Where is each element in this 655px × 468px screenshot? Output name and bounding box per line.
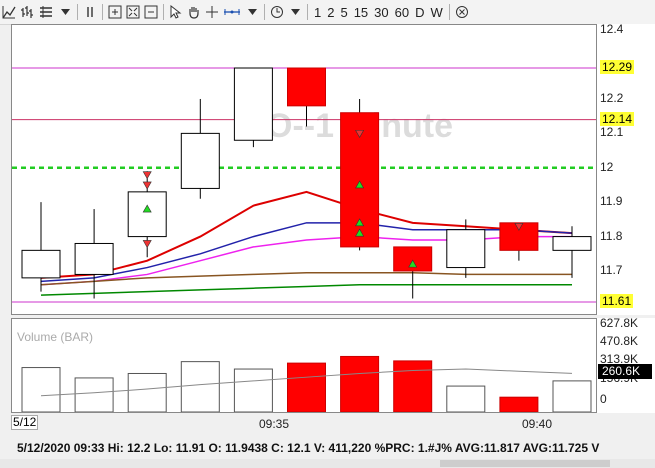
cursor-icon[interactable] [167,2,185,22]
volume-axis-label: 313.9K [600,352,639,366]
sell-signal-marker [142,181,152,190]
time-label: 09:35 [259,417,290,431]
pause-icon[interactable] [81,2,99,22]
volume-bar-up [74,377,114,413]
volume-current-badge: 260.6K [598,364,652,379]
zoom-in-icon[interactable] [106,2,124,22]
volume-axis-label: 627.8K [600,316,639,330]
chevron-down-icon[interactable] [286,2,304,22]
price-axis-label: 11.7 [600,262,623,277]
price-chart-svg[interactable]: IKO--1 Minute [12,25,596,314]
date-label: 5/12 [11,415,39,430]
price-axis-label: 12.29 [600,60,635,74]
clock-icon[interactable] [268,2,286,22]
interval-30[interactable]: 30 [374,4,389,20]
price-axis[interactable]: 12.4 12.29 12.2 12.14 12.1 12 11.9 11.8 11.7 11.6… [597,22,655,315]
volume-bar-up [21,367,61,413]
sell-signal-marker [142,171,152,180]
volume-average-line [40,368,573,397]
volume-bar-up [127,372,167,413]
volume-bar-up [552,380,592,413]
volume-bar-down [499,396,539,413]
line-chart-icon[interactable] [0,2,18,22]
crosshair-icon[interactable] [203,2,221,22]
volume-axis-label: 470.8K [600,334,639,348]
bar-chart-icon[interactable] [18,2,36,22]
volume-chart-svg[interactable] [12,319,596,413]
moving-average-line [40,190,573,279]
interval-15[interactable]: 15 [353,4,369,20]
pan-hand-icon[interactable] [185,2,203,22]
measure-icon[interactable] [221,2,243,22]
zoom-out-icon[interactable] [142,2,160,22]
toolbar-separator [102,4,103,20]
volume-bar-down [340,355,380,413]
volume-axis-label: 0 [600,392,607,406]
interval-5[interactable]: 5 [340,4,348,20]
volume-title: Volume (BAR) [17,330,94,344]
buy-signal-marker [408,259,418,268]
sell-signal-marker [355,130,365,138]
toolbar-separator [448,4,450,20]
volume-panel[interactable]: Volume (BAR) [11,318,597,413]
chevron-down-icon[interactable] [243,2,261,22]
price-axis-label: 11.8 [600,228,623,243]
moving-average-line [40,271,572,286]
candle-up [21,249,61,279]
sell-signal-marker [514,222,524,231]
buy-signal-marker [355,218,365,227]
interval-2[interactable]: 2 [327,4,335,20]
interval-weekly[interactable]: W [430,4,443,20]
volume-bar-down [287,362,326,413]
buy-signal-marker [355,180,365,189]
candle-down [287,67,326,107]
time-label: 09:40 [522,417,553,431]
moving-average-line [40,284,572,296]
interval-daily[interactable]: D [415,4,425,20]
volume-bar-up [233,368,273,413]
toolbar-separator [264,4,265,20]
toolbar-separator [307,4,308,20]
volume-bar-down [393,360,433,413]
volume-bar-up [180,361,220,413]
volume-bar-up [446,385,486,413]
close-chart-icon[interactable] [453,2,471,22]
candle-up [180,132,220,189]
price-axis-label: 12.14 [600,111,635,126]
scrollbar-thumb[interactable] [440,460,610,467]
buy-signal-marker [142,204,152,213]
price-axis-label: 11.61 [600,293,634,308]
sell-signal-marker [142,240,152,249]
price-axis-label: 12.2 [600,90,624,105]
buy-signal-marker [355,228,365,237]
price-axis-label: 11.9 [600,194,623,209]
toolbar-separator [163,4,164,20]
moving-average-line [40,235,572,286]
status-bar: 5/12/2020 09:33 Hi: 12.2 Lo: 11.91 O: 11… [17,441,600,455]
price-axis-label: 12.1 [600,125,624,140]
candle-up [74,242,114,275]
chevron-down-icon[interactable] [56,2,74,22]
time-axis[interactable]: 5/12 09:35 09:40 [11,413,597,433]
candle-up [233,67,273,141]
toolbar: 1 2 5 15 30 60 D W [0,0,655,25]
candle-up [127,191,167,238]
candle-up [552,236,592,251]
toolbar-separator [77,4,78,20]
zoom-fit-icon[interactable] [124,2,142,22]
price-axis-label: 12.4 [600,22,624,37]
horizontal-scrollbar[interactable] [0,459,655,468]
price-chart-panel[interactable]: IKO--1 Minute [11,24,597,315]
price-axis-label: 12 [600,159,614,174]
interval-60[interactable]: 60 [394,4,410,20]
interval-1[interactable]: 1 [314,4,322,20]
candle-style-icon[interactable] [36,2,56,22]
candle-up [446,229,486,269]
